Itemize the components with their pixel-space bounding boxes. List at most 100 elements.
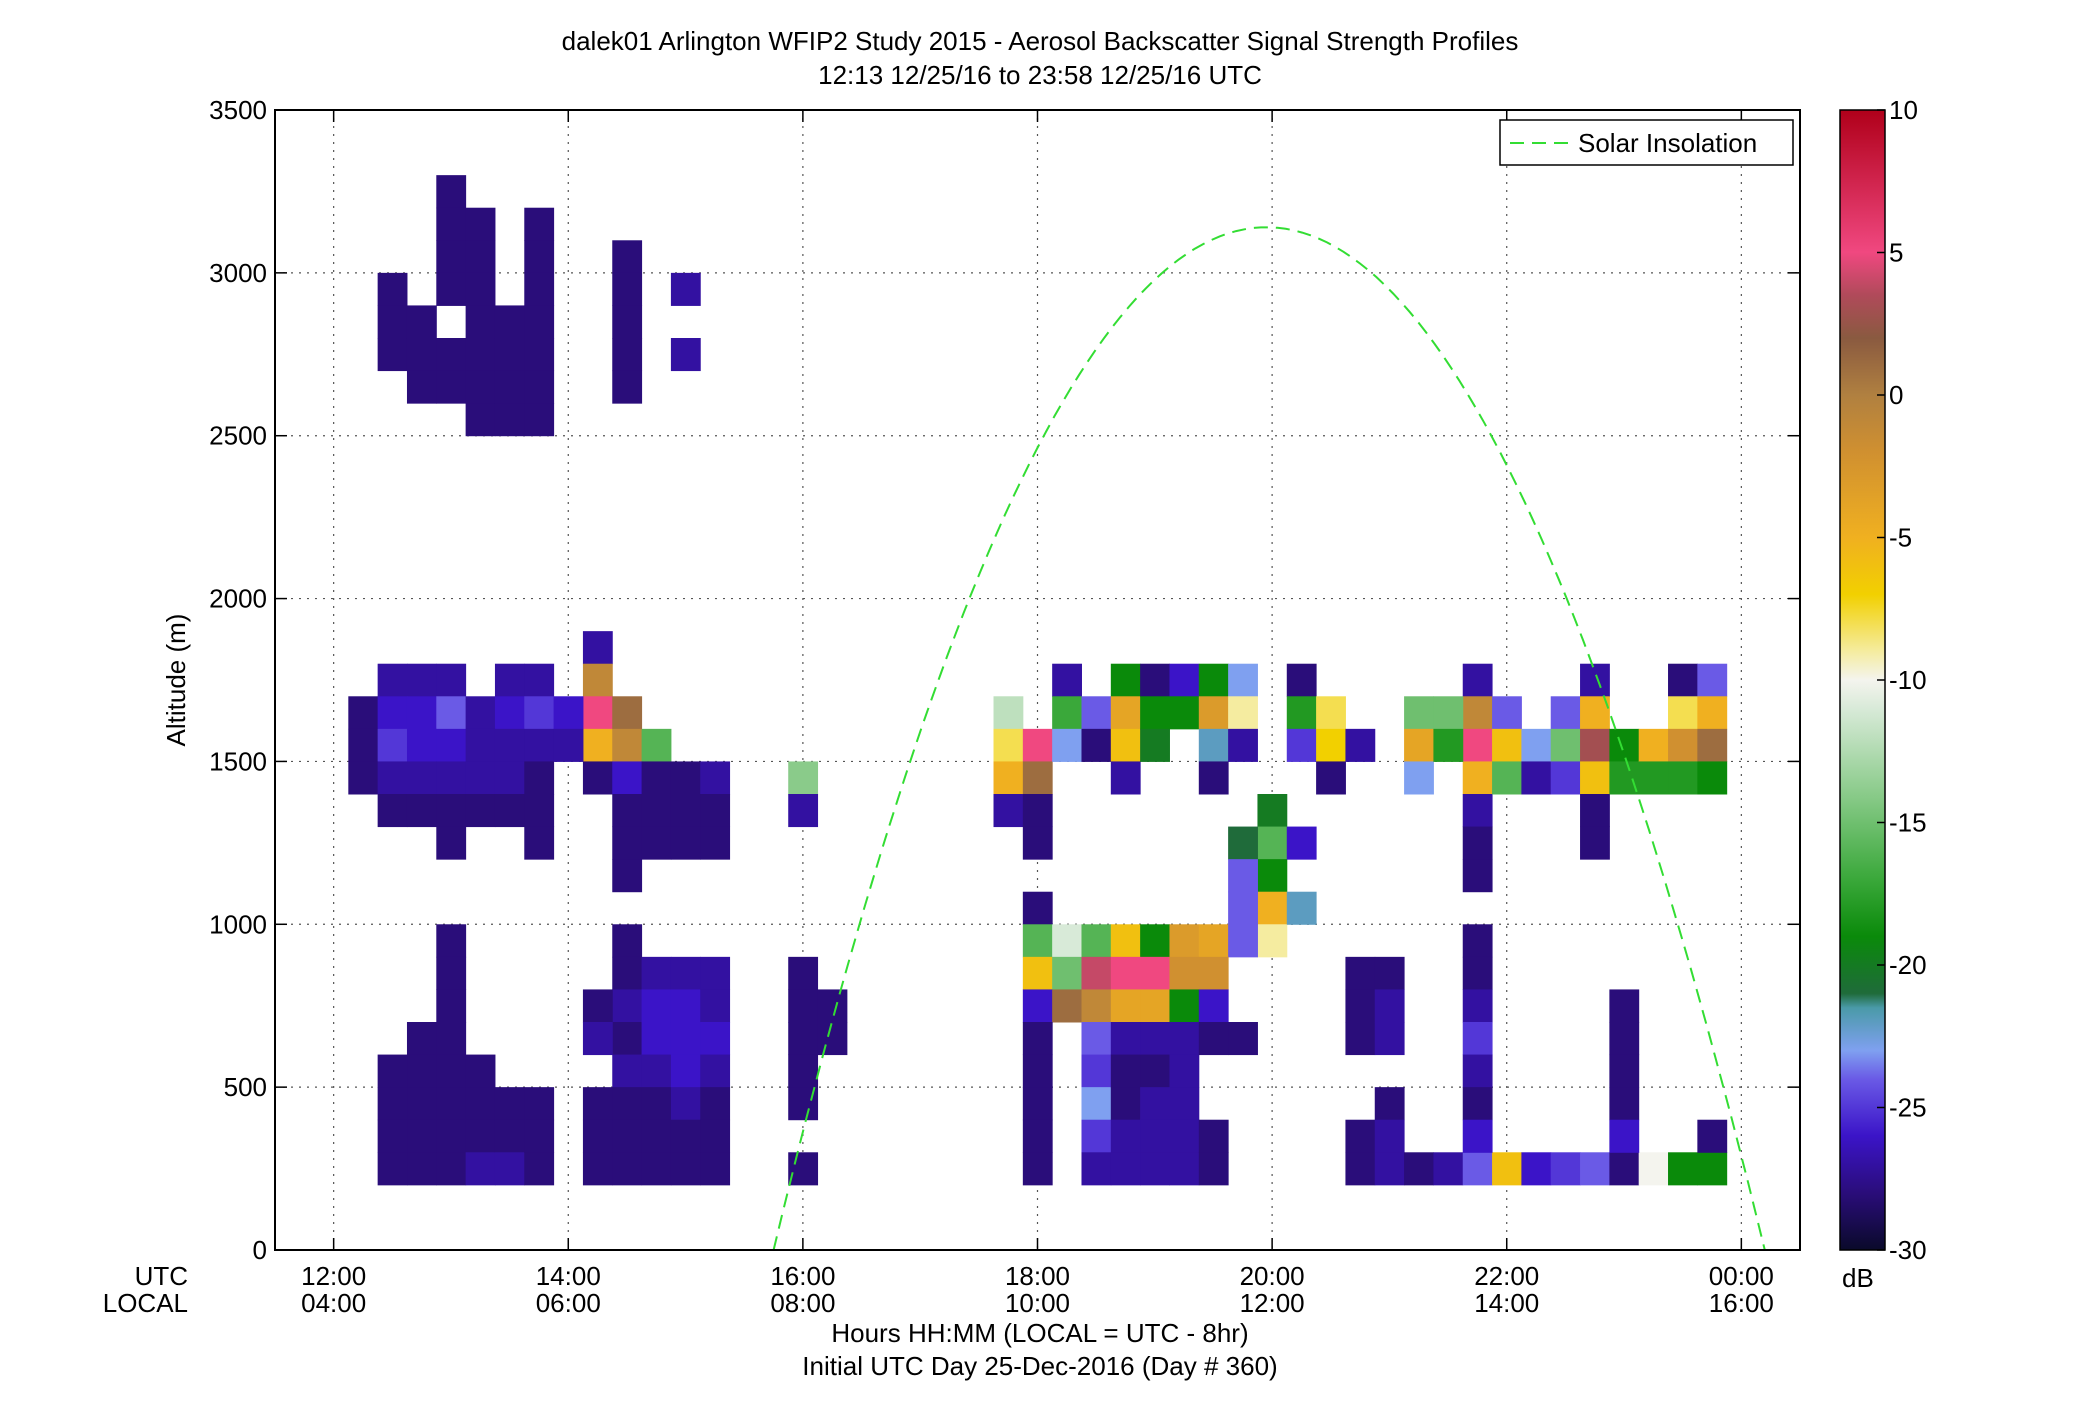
heatmap-cell (524, 761, 555, 795)
x-axis-label-day: Initial UTC Day 25-Dec-2016 (Day # 360) (802, 1351, 1277, 1381)
heatmap-cell (1609, 1119, 1640, 1153)
x-tick-label-utc: 00:00 (1709, 1261, 1774, 1291)
heatmap-cell (1257, 891, 1288, 925)
heatmap-cell (1228, 663, 1258, 697)
heatmap-cell (1374, 956, 1405, 990)
y-tick-label: 2500 (209, 421, 267, 451)
heatmap-cell (377, 1119, 408, 1153)
heatmap-cell (465, 272, 496, 306)
heatmap-cell (524, 1152, 555, 1186)
heatmap-cell (348, 728, 379, 762)
heatmap-cell (1462, 663, 1493, 697)
heatmap-cell (1345, 1022, 1376, 1056)
heatmap-cell (1462, 859, 1493, 893)
x-tick-label-local: 14:00 (1474, 1288, 1539, 1318)
heatmap-cell (700, 989, 731, 1023)
y-tick-label: 1000 (209, 909, 267, 939)
heatmap-cell (1198, 761, 1229, 795)
x-tick-label-local: 12:00 (1240, 1288, 1305, 1318)
colorbar-tick-label: 0 (1889, 380, 1903, 410)
heatmap-cell (641, 826, 672, 860)
heatmap-cell (1022, 1022, 1053, 1056)
heatmap-cell (641, 794, 672, 828)
heatmap-cell (1433, 1152, 1464, 1186)
heatmap-cell (1198, 696, 1229, 730)
heatmap-cell (582, 1087, 613, 1121)
heatmap-cell (1052, 728, 1082, 762)
heatmap-cell (641, 989, 672, 1023)
heatmap-cell (377, 794, 408, 828)
heatmap-cell (993, 794, 1024, 828)
x-axis-label: Hours HH:MM (LOCAL = UTC - 8hr) (831, 1318, 1248, 1348)
heatmap-cell (1022, 1152, 1053, 1186)
colorbar-tick-label: -15 (1889, 808, 1927, 838)
heatmap-cell (553, 728, 584, 762)
heatmap-cell (700, 794, 731, 828)
heatmap-cell (612, 826, 643, 860)
x-tick-label-utc: 20:00 (1240, 1261, 1305, 1291)
heatmap-cell (465, 1054, 496, 1088)
heatmap-cell (700, 1054, 731, 1088)
heatmap-cell (1404, 728, 1434, 762)
x-tick-label-local: 06:00 (536, 1288, 601, 1318)
heatmap-cell (1081, 989, 1112, 1023)
heatmap-cell (436, 240, 467, 274)
heatmap-cell (524, 207, 555, 241)
heatmap-cell (788, 1054, 819, 1088)
grid-lines (275, 109, 1800, 1251)
heatmap-cell (1316, 761, 1346, 795)
heatmap-cell (465, 794, 496, 828)
heatmap-cell (1022, 1119, 1053, 1153)
heatmap-cell (436, 370, 467, 404)
heatmap-cell (1228, 696, 1258, 730)
heatmap-cell (1140, 1119, 1170, 1153)
heatmap-cell (582, 631, 613, 665)
heatmap-cell (348, 696, 379, 730)
heatmap-cell (1374, 1022, 1405, 1056)
heatmap-cell (1022, 891, 1053, 925)
heatmap-cell (1668, 728, 1698, 762)
heatmap-cell (436, 728, 467, 762)
heatmap-cell (788, 794, 819, 828)
heatmap-cell (465, 1119, 496, 1153)
heatmap-cell (582, 1152, 613, 1186)
legend-box (1499, 119, 1794, 166)
colorbar-tick-label: -5 (1889, 523, 1912, 553)
heatmap-cell (1052, 989, 1082, 1023)
heatmap-cell (465, 403, 496, 437)
heatmap-cell (1081, 728, 1112, 762)
heatmap-cell (524, 696, 555, 730)
heatmap-cell (1169, 956, 1200, 990)
heatmap-cell (1345, 728, 1376, 762)
heatmap-cell (1374, 1119, 1405, 1153)
heatmap-cell (1081, 1119, 1112, 1153)
heatmap-cell (993, 696, 1024, 730)
heatmap-cell (1462, 989, 1493, 1023)
heatmap-cell (406, 1087, 437, 1121)
heatmap-cell (465, 207, 496, 241)
x-tick-label-utc: 16:00 (770, 1261, 835, 1291)
heatmap-cell (641, 1054, 672, 1088)
heatmap-cell (788, 761, 819, 795)
heatmap-cell (494, 1087, 525, 1121)
heatmap-cell (1169, 1119, 1200, 1153)
heatmap-cell (436, 1152, 467, 1186)
heatmap-cell (612, 305, 643, 339)
heatmap-cell (1462, 826, 1493, 860)
heatmap-cell (1198, 956, 1229, 990)
heatmap-cell (1052, 696, 1082, 730)
heatmap-cell (465, 338, 496, 372)
heatmap-cell (1110, 924, 1141, 958)
heatmap-cell (788, 1152, 819, 1186)
heatmap-cell (670, 826, 701, 860)
heatmap-cell (700, 1087, 731, 1121)
heatmap-cell (670, 1022, 701, 1056)
heatmap-cell (436, 924, 467, 958)
heatmap-cell (1550, 696, 1581, 730)
heatmap-cell (1462, 728, 1493, 762)
heatmap-cell (582, 761, 613, 795)
heatmap-cell (406, 370, 437, 404)
heatmap-cell (612, 272, 643, 306)
heatmap-cell (670, 956, 701, 990)
